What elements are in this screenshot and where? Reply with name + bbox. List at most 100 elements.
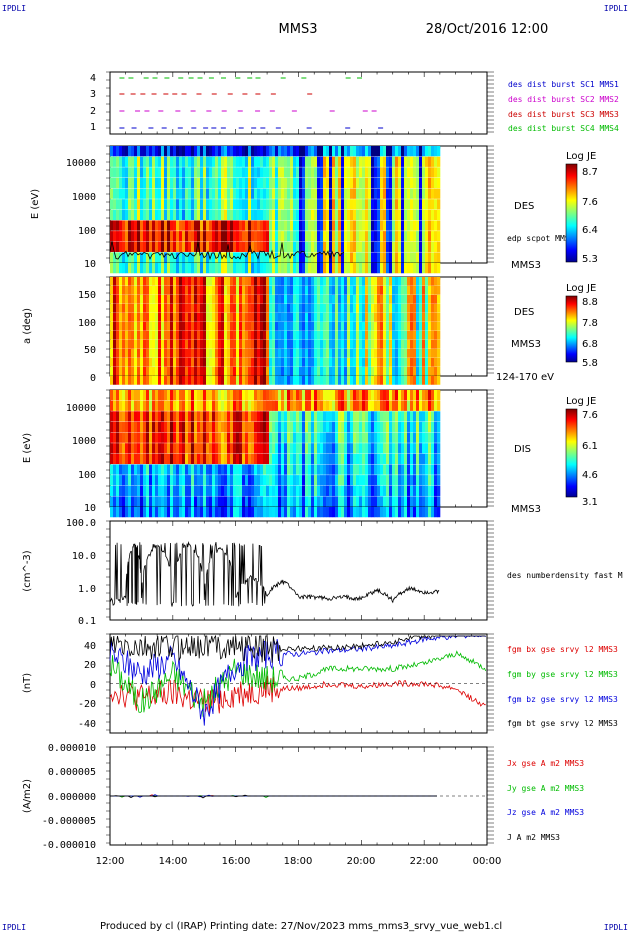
des-energy-spectrogram-cell: [323, 263, 327, 274]
des-energy-spectrogram-cell: [164, 220, 168, 231]
dis-energy-spectrogram-cell: [206, 496, 210, 507]
dis-energy-spectrogram-cell: [158, 400, 162, 411]
dis-energy-spectrogram-cell: [161, 475, 165, 486]
des-pitch-spectrogram-cell: [251, 376, 255, 385]
des-energy-spectrogram-cell: [296, 167, 300, 178]
dis-energy-spectrogram-cell: [287, 432, 291, 443]
des-energy-spectrogram-cell: [188, 188, 192, 199]
des-pitch-spectrogram-cell: [143, 295, 147, 304]
des-pitch-spectrogram-cell: [272, 358, 276, 367]
des-energy-spectrogram-cell: [143, 167, 147, 178]
des-energy-spectrogram-cell: [326, 209, 330, 221]
des-pitch-spectrogram-cell: [344, 286, 348, 295]
dis-energy-spectrogram-cell: [206, 443, 210, 454]
des-pitch-spectrogram-cell: [392, 358, 396, 367]
des-pitch-spectrogram-cell: [260, 304, 264, 313]
des-pitch-spectrogram-cell: [434, 313, 438, 322]
des-pitch-spectrogram-cell: [230, 322, 234, 331]
des-energy-spectrogram-cell: [425, 220, 429, 231]
des-pitch-spectrogram-cell: [431, 349, 435, 358]
dis-energy-spectrogram-cell: [410, 507, 414, 518]
des-energy-spectrogram-cell: [269, 241, 273, 252]
des-pitch-spectrogram-cell: [260, 295, 264, 304]
des-energy-spectrogram-cell: [290, 263, 294, 274]
des-pitch-spectrogram-cell: [380, 277, 384, 286]
dis-energy-spectrogram-cell: [335, 390, 339, 401]
dis-energy-spectrogram-cell: [416, 496, 420, 507]
dis-energy-spectrogram-cell: [284, 443, 288, 454]
dis-energy-spectrogram-cell: [326, 421, 330, 433]
des-pitch-spectrogram-cell: [395, 367, 399, 376]
des-pitch-spectrogram-cell: [242, 277, 246, 286]
des-energy-spectrogram-cell: [383, 220, 387, 231]
des-pitch-spectrogram-cell: [305, 349, 309, 358]
des-energy-spectrogram-cell: [245, 220, 249, 231]
des-energy-spectrogram-cell: [140, 177, 144, 189]
dis-energy-spectrogram-cell: [296, 485, 300, 496]
des-energy-spectrogram-cell: [131, 241, 135, 252]
des-pitch-spectrogram-cell: [275, 331, 279, 340]
des-energy-cb-tick-4: 5.3: [582, 254, 598, 265]
des-energy-spectrogram-cell: [314, 231, 318, 242]
des-pitch-spectrogram-cell: [326, 349, 330, 358]
des-pitch-spectrogram-cell: [392, 349, 396, 358]
des-pitch-spectrogram-cell: [230, 367, 234, 376]
dis-energy-spectrogram-cell: [347, 475, 351, 486]
dis-energy-spectrogram-cell: [419, 475, 423, 486]
dis-energy-spectrogram-cell: [137, 411, 141, 422]
dis-energy-spectrogram-cell: [167, 453, 171, 465]
des-pitch-spectrogram-cell: [164, 340, 168, 349]
des-energy-spectrogram-cell: [275, 241, 279, 252]
dis-energy-spectrogram-cell: [434, 421, 438, 433]
des-energy-spectrogram-cell: [389, 177, 393, 189]
des-pitch-spectrogram-cell: [239, 304, 243, 313]
dis-energy-spectrogram-cell: [119, 507, 123, 518]
des-pitch-spectrogram-cell: [356, 349, 360, 358]
des-pitch-spectrogram-cell: [308, 358, 312, 367]
des-energy-spectrogram-cell: [176, 220, 180, 231]
des-energy-spectrogram-cell: [218, 220, 222, 231]
des-pitch-spectrogram-cell: [272, 277, 276, 286]
des-pitch-spectrogram-cell: [419, 295, 423, 304]
des-pitch-spectrogram-cell: [431, 340, 435, 349]
dis-energy-spectrogram-cell: [341, 453, 345, 465]
des-pitch-spectrogram-cell: [290, 286, 294, 295]
dis-energy-spectrogram-cell: [335, 453, 339, 465]
des-energy-spectrogram-cell: [164, 199, 168, 210]
des-pitch-spectrogram-cell: [431, 367, 435, 376]
des-pitch-spectrogram-cell: [170, 295, 174, 304]
dis-energy-spectrogram-cell: [266, 390, 270, 401]
des-pitch-spectrogram-cell: [224, 349, 228, 358]
dis-energy-spectrogram-cell: [269, 453, 273, 465]
des-energy-spectrogram-cell: [155, 231, 159, 242]
des-energy-spectrogram-cell: [113, 263, 117, 274]
des-pitch-spectrogram-cell: [371, 304, 375, 313]
des-energy-spectrogram-cell: [374, 156, 378, 167]
bfield-line-0: [109, 675, 486, 714]
des-pitch-spectrogram-cell: [143, 376, 147, 385]
dis-energy-spectrogram-cell: [203, 400, 207, 411]
des-energy-spectrogram-cell: [269, 156, 273, 167]
des-pitch-spectrogram-cell: [221, 286, 225, 295]
des-energy-spectrogram-cell: [137, 156, 141, 167]
dis-energy-spectrogram-cell: [437, 485, 441, 496]
des-pitch-spectrogram-cell: [428, 331, 432, 340]
des-energy-spectrogram-cell: [203, 199, 207, 210]
dis-energy-spectrogram-cell: [224, 475, 228, 486]
des-energy-spectrogram-cell: [176, 252, 180, 263]
des-energy-spectrogram-cell: [146, 241, 150, 252]
dis-energy-spectrogram-cell: [365, 453, 369, 465]
des-pitch-spectrogram-cell: [275, 358, 279, 367]
des-energy-spectrogram-cell: [356, 188, 360, 199]
dis-energy-spectrogram-cell: [296, 443, 300, 454]
dis-energy-spectrogram-cell: [356, 421, 360, 433]
des-pitch-spectrogram-cell: [422, 358, 426, 367]
des-pitch-spectrogram-cell: [257, 313, 261, 322]
des-energy-spectrogram-cell: [386, 188, 390, 199]
des-energy-spectrogram-cell: [179, 188, 183, 199]
des-pitch-spectrogram-cell: [182, 340, 186, 349]
des-pitch-spectrogram-cell: [218, 331, 222, 340]
des-pitch-spectrogram-cell: [386, 277, 390, 286]
des-energy-spectrogram-cell: [344, 220, 348, 231]
des-pitch-spectrogram-cell: [167, 322, 171, 331]
